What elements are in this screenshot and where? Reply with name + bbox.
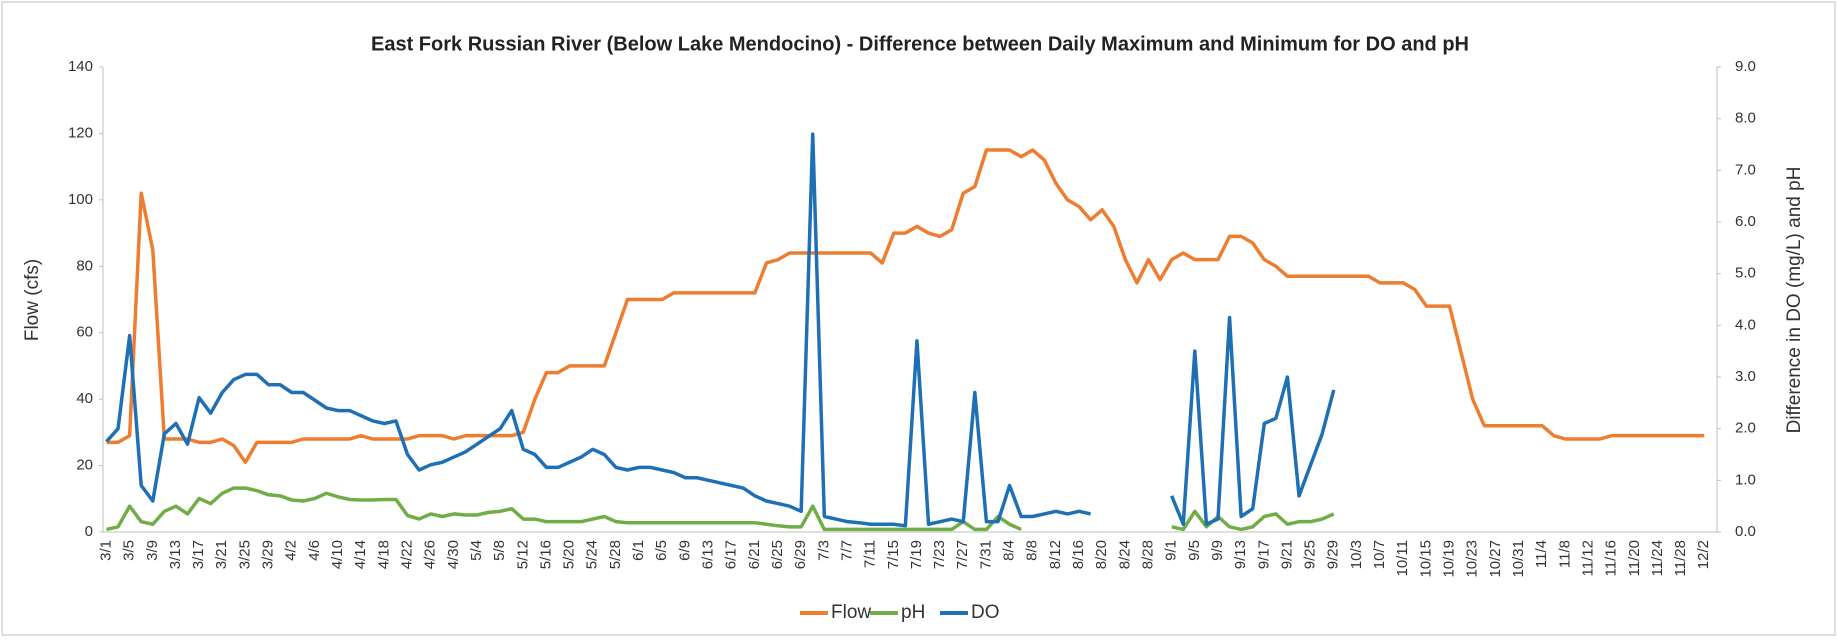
x-tick-label: 9/13 [1232, 540, 1249, 569]
x-tick-label: 5/24 [584, 540, 601, 569]
x-tick-label: 11/4 [1533, 540, 1550, 568]
x-tick-label: 3/21 [213, 540, 230, 569]
x-tick-label: 9/25 [1302, 540, 1319, 569]
x-tick-label: 4/18 [375, 540, 392, 569]
y2-tick-label: 3.0 [1735, 368, 1756, 385]
x-tick-label: 7/31 [977, 540, 994, 569]
y2-tick-label: 9.0 [1735, 58, 1756, 75]
x-tick-label: 6/29 [792, 540, 809, 569]
x-tick-label: 7/15 [885, 540, 902, 569]
x-tick-label: 11/8 [1556, 540, 1573, 568]
x-tick-label: 6/9 [676, 540, 693, 561]
x-tick-label: 8/28 [1139, 540, 1156, 569]
x-tick-label: 4/30 [445, 540, 462, 569]
x-tick-label: 11/20 [1626, 540, 1643, 576]
y2-tick-label: 6.0 [1735, 213, 1756, 230]
x-tick-label: 9/9 [1209, 540, 1226, 561]
series-line [106, 486, 1335, 532]
x-tick-label: 5/12 [514, 540, 531, 569]
chart-title: East Fork Russian River (Below Lake Mend… [371, 33, 1469, 55]
x-tick-label: 8/20 [1093, 540, 1110, 569]
x-tick-label: 7/19 [908, 540, 925, 569]
series-line [106, 148, 1705, 464]
x-tick-label: 10/23 [1464, 540, 1481, 578]
x-tick-label: 3/5 [121, 540, 138, 561]
x-tick-label: 5/16 [537, 540, 554, 569]
y2-tick-label: 7.0 [1735, 161, 1756, 178]
x-tick-label: 9/17 [1255, 540, 1272, 569]
x-tick-label: 4/22 [398, 540, 415, 569]
x-tick-label: 3/1 [97, 540, 114, 561]
x-tick-label: 5/4 [468, 540, 485, 561]
y-tick-label: 80 [76, 257, 93, 274]
y-tick-label: 120 [68, 124, 93, 141]
x-tick-label: 4/6 [306, 540, 323, 561]
x-tick-label: 4/2 [283, 540, 300, 561]
y-tick-label: 100 [68, 191, 93, 208]
x-tick-label: 4/10 [329, 540, 346, 569]
x-tick-label: 6/21 [746, 540, 763, 569]
y2-tick-label: 2.0 [1735, 420, 1756, 437]
y-tick-label: 0 [85, 523, 93, 540]
y2-axis-title: Difference in DO (mg/L) and pH [1784, 167, 1805, 434]
x-tick-label: 5/28 [607, 540, 624, 569]
y-tick-label: 40 [76, 390, 93, 407]
y-axis-title: Flow (cfs) [22, 259, 43, 341]
x-tick-label: 3/17 [190, 540, 207, 569]
y2-tick-label: 4.0 [1735, 316, 1756, 333]
x-tick-label: 3/9 [144, 540, 161, 561]
x-tick-label: 10/15 [1417, 540, 1434, 578]
x-tick-label: 8/16 [1070, 540, 1087, 569]
x-tick-label: 11/16 [1603, 540, 1620, 576]
legend-label: pH [901, 602, 925, 623]
x-tick-label: 6/5 [653, 540, 670, 561]
y-tick-label: 60 [76, 324, 93, 341]
x-tick-label: 10/31 [1510, 540, 1527, 578]
x-tick-label: 10/19 [1441, 540, 1458, 578]
x-tick-label: 12/2 [1695, 540, 1712, 569]
x-tick-label: 11/24 [1649, 540, 1666, 576]
series-line [105, 132, 1336, 528]
x-tick-label: 4/14 [352, 540, 369, 569]
x-tick-label: 8/24 [1116, 540, 1133, 569]
x-tick-label: 9/29 [1325, 540, 1342, 569]
x-tick-label: 5/8 [491, 540, 508, 561]
x-tick-label: 7/7 [838, 540, 855, 561]
x-tick-label: 7/11 [862, 540, 879, 568]
x-tick-label: 6/17 [723, 540, 740, 569]
x-tick-label: 9/5 [1186, 540, 1203, 561]
x-tick-label: 8/4 [1001, 540, 1018, 561]
y2-tick-label: 1.0 [1735, 471, 1756, 488]
x-tick-label: 3/29 [260, 540, 277, 569]
x-tick-label: 9/21 [1278, 540, 1295, 569]
x-tick-label: 7/27 [954, 540, 971, 569]
x-tick-label: 7/23 [931, 540, 948, 569]
x-tick-label: 3/25 [236, 540, 253, 569]
y2-tick-label: 0.0 [1735, 523, 1756, 540]
x-tick-label: 9/1 [1163, 540, 1180, 561]
y2-tick-label: 8.0 [1735, 110, 1756, 127]
x-tick-label: 10/3 [1348, 540, 1365, 569]
x-tick-label: 4/26 [422, 540, 439, 569]
x-tick-label: 11/12 [1579, 540, 1596, 576]
x-tick-label: 8/8 [1024, 540, 1041, 561]
x-tick-label: 6/1 [630, 540, 647, 561]
x-tick-label: 10/11 [1394, 540, 1411, 576]
legend-label: Flow [831, 602, 871, 623]
x-tick-label: 3/13 [167, 540, 184, 569]
x-tick-label: 10/27 [1487, 540, 1504, 578]
y2-tick-label: 5.0 [1735, 265, 1756, 282]
x-tick-label: 8/12 [1047, 540, 1064, 569]
legend-label: DO [971, 602, 1000, 623]
x-tick-label: 7/3 [815, 540, 832, 561]
x-tick-label: 6/13 [700, 540, 717, 569]
x-tick-label: 10/7 [1371, 540, 1388, 569]
x-tick-label: 6/25 [769, 540, 786, 569]
x-tick-label: 5/20 [561, 540, 578, 569]
y-tick-label: 20 [76, 457, 93, 474]
y-tick-label: 140 [68, 58, 93, 75]
x-tick-label: 11/28 [1672, 540, 1689, 576]
